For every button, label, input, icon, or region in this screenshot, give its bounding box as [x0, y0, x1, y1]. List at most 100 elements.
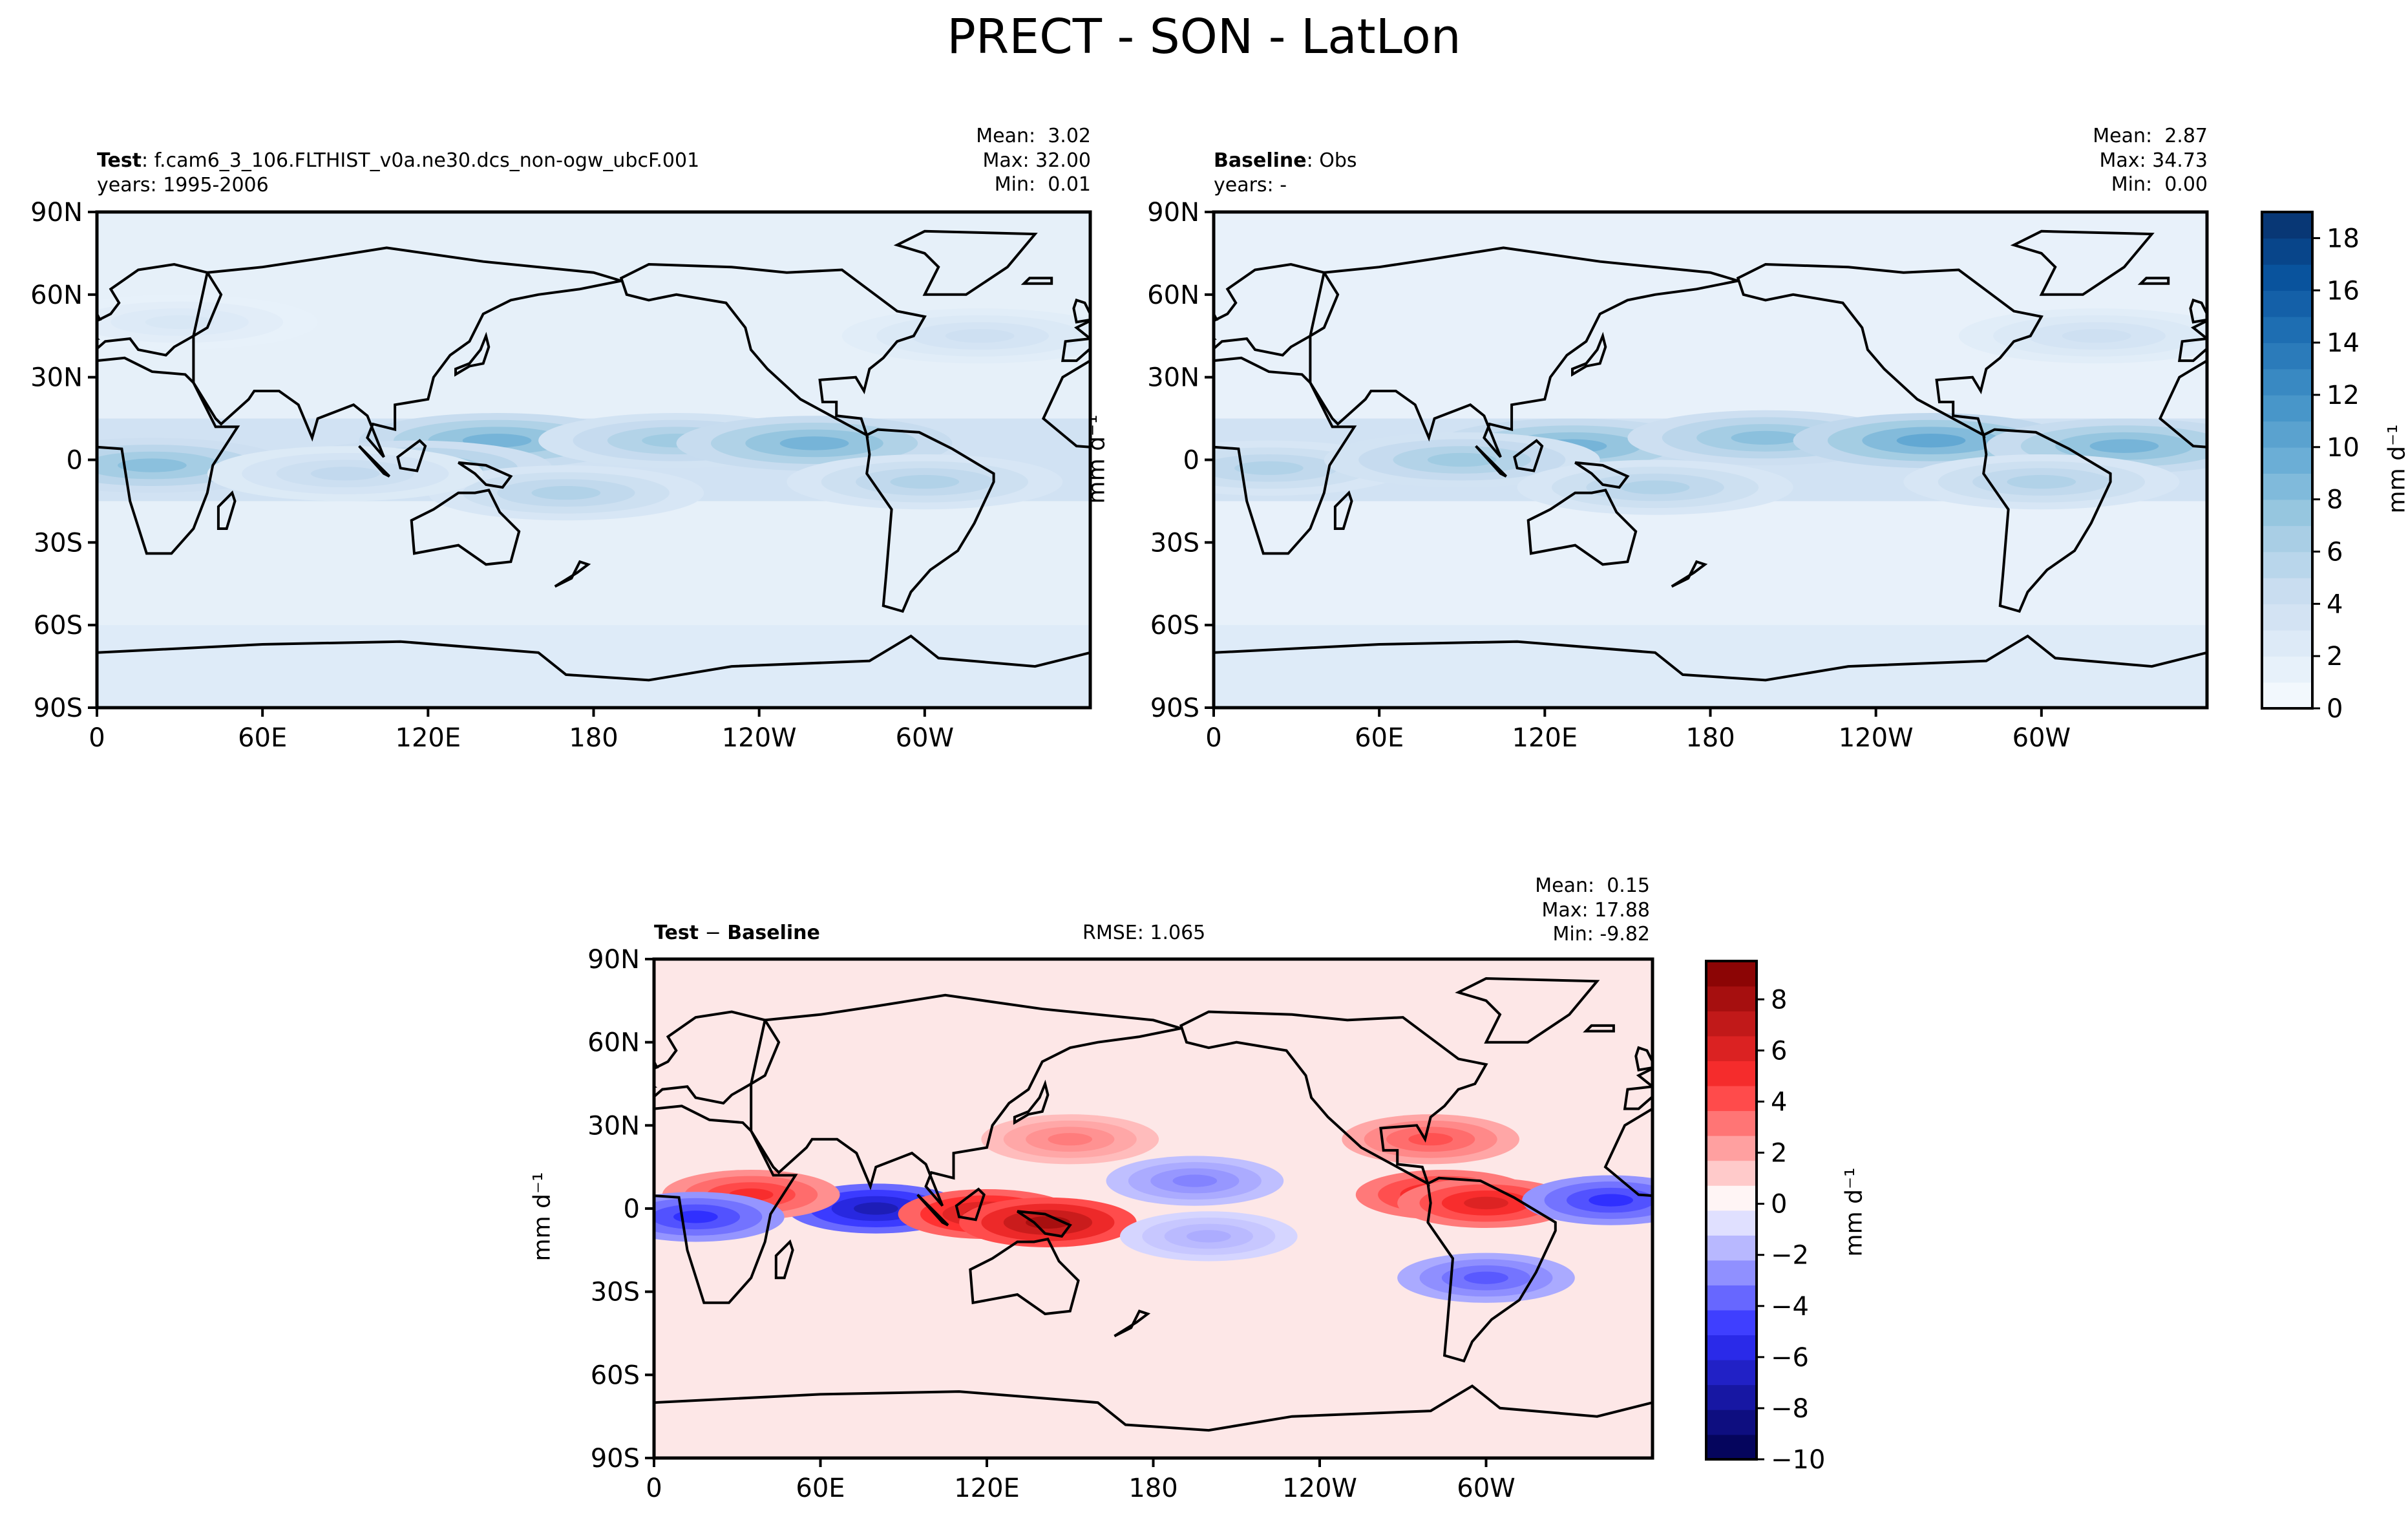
- levels-colorbar-tick-label-6: 12: [2327, 381, 2360, 410]
- levels-colorbar-tick-label-1: 2: [2327, 642, 2343, 671]
- test-coast-greatbritain-b: [97, 311, 102, 321]
- baseline-label-case: : Obs: [1306, 149, 1357, 172]
- baseline-coast-asia: [1309, 246, 1738, 458]
- diff-coast-asia: [750, 993, 1181, 1207]
- baseline-coast-nz: [1671, 560, 1708, 588]
- test-xtick-label-1: 60E: [238, 723, 287, 753]
- baseline-coast-iceland-a: [2137, 277, 2170, 285]
- diff-coast-iceland-a: [1583, 1024, 1615, 1033]
- baseline-ytick-label-6: 90S: [1150, 693, 1199, 723]
- test-coast-iceland-a: [1020, 277, 1053, 285]
- baseline-feature-4-3: [1234, 461, 1304, 475]
- levels-colorbar-level-5: [2262, 551, 2312, 578]
- test-xtick-label-5: 60W: [896, 723, 954, 753]
- baseline-feature-5-3: [1427, 452, 1497, 467]
- test-band-0: [97, 625, 1090, 708]
- baseline-xtick-label-2: 120E: [1512, 723, 1578, 753]
- test-min: Min: 0.01: [994, 173, 1091, 196]
- diff-colorbar-tick-label-8: 6: [1771, 1036, 1787, 1066]
- baseline-feature-3-3: [2089, 439, 2159, 453]
- diff-coast-japan: [1013, 1079, 1050, 1125]
- baseline-max: Max: 34.73: [2099, 149, 2208, 172]
- diff-field: [654, 959, 1653, 1458]
- test-ytick-label-6: 90S: [34, 693, 83, 723]
- baseline-field: [1214, 212, 2207, 708]
- test-coast-sumatra: [358, 445, 391, 478]
- baseline-coast-sumatra: [1475, 445, 1508, 478]
- diff-ytick-label-3: 0: [624, 1194, 640, 1224]
- baseline-feature-7-3: [2007, 474, 2076, 489]
- baseline-coast-africa-b: [1214, 356, 1357, 555]
- test-years: years: 1995-2006: [97, 174, 269, 196]
- test-xtick-label-3: 180: [569, 723, 618, 753]
- baseline-coast-namerica: [1736, 262, 2044, 438]
- test-feature-7-3: [890, 474, 960, 489]
- baseline-xtick-label-1: 60E: [1355, 723, 1404, 753]
- baseline-panel-label: Baseline: Obs: [1214, 149, 1357, 173]
- test-ytick-label-0: 90N: [30, 198, 83, 227]
- diff-xtick-label-3: 180: [1128, 1474, 1178, 1503]
- test-xtick-label-4: 120W: [722, 723, 797, 753]
- levels-colorbar-level-17: [2262, 238, 2312, 265]
- diff-colorbar-level-8: [1706, 1235, 1757, 1261]
- diff-coast-greenland: [1455, 977, 1600, 1044]
- diff-colorbar-level-4: [1706, 1335, 1757, 1360]
- levels-colorbar-tick-label-4: 8: [2327, 485, 2343, 515]
- diff-feature-6-3: [1464, 1196, 1508, 1210]
- diff-panel-label: Test − Baseline: [654, 921, 820, 946]
- levels-colorbar-level-12: [2262, 368, 2312, 396]
- levels-colorbar-tick-label-2: 4: [2327, 589, 2343, 619]
- diff-coast-sumatra: [916, 1194, 949, 1227]
- test-ytick-label-3: 0: [67, 446, 83, 476]
- diff-coast-borneo: [955, 1187, 986, 1221]
- diff-colorbar-tick-label-4: −2: [1771, 1241, 1809, 1271]
- diff-colorbar-tick-label-0: −10: [1771, 1445, 1825, 1475]
- levels-colorbar-level-10: [2262, 421, 2312, 448]
- test-ytick-label-5: 60S: [34, 611, 83, 640]
- levels-colorbar-level-8: [2262, 473, 2312, 500]
- diff-colorbar-tick-label-1: −8: [1771, 1394, 1809, 1424]
- diff-colorbar-tick-label-2: −6: [1771, 1343, 1809, 1373]
- test-coast-europe-b: [97, 262, 223, 357]
- test-coast-antarctica: [97, 634, 1090, 708]
- baseline-feature-1-3: [1731, 430, 1801, 445]
- diff-colorbar-level-19: [1706, 961, 1757, 987]
- baseline-coast-borneo: [1513, 439, 1544, 472]
- diff-ytick-label-6: 90S: [591, 1444, 640, 1474]
- test-max: Max: 32.00: [982, 149, 1091, 172]
- levels-colorbar-level-2: [2262, 629, 2312, 657]
- diff-colorbar-level-12: [1706, 1135, 1757, 1161]
- baseline-ytick-label-1: 60N: [1147, 280, 1199, 310]
- diff-colorbar-level-13: [1706, 1110, 1757, 1136]
- diff-stats: Mean: 0.15 Max: 17.88 Min: -9.82: [1535, 874, 1650, 947]
- test-stats: Mean: 3.02 Max: 32.00 Min: 0.01: [976, 124, 1091, 197]
- test-coast-namerica: [619, 262, 927, 438]
- test-coast-greenland: [893, 229, 1038, 296]
- diff-feature-0-3: [854, 1202, 898, 1215]
- diff-colorbar-level-3: [1706, 1359, 1757, 1386]
- baseline-coast-newguinea: [1574, 461, 1630, 489]
- diff-xtick-label-2: 120E: [954, 1474, 1020, 1503]
- diff-ytick-label-1: 60N: [587, 1028, 640, 1058]
- test-field: [97, 212, 1090, 708]
- baseline-min: Min: 0.00: [2111, 173, 2208, 196]
- baseline-stats: Mean: 2.87 Max: 34.73 Min: 0.00: [2093, 124, 2208, 197]
- test-coast-europe-a: [1061, 319, 1090, 363]
- diff-colorbar-level-9: [1706, 1210, 1757, 1236]
- diff-feature-11-3: [1187, 1230, 1231, 1243]
- test-coast-samerica: [865, 428, 995, 613]
- levels-colorbar-level-0: [2262, 682, 2312, 709]
- levels-colorbar-tick-label-3: 6: [2327, 537, 2343, 567]
- diff-feature-12-3: [1408, 1133, 1453, 1146]
- baseline-ytick-label-4: 30S: [1150, 528, 1199, 558]
- test-coast-japan: [454, 332, 491, 377]
- baseline-coast-europe-b: [1214, 262, 1340, 357]
- diff-colorbar-level-16: [1706, 1035, 1757, 1061]
- diff-rmse: RMSE: 1.065: [1083, 922, 1206, 944]
- diff-min: Min: -9.82: [1552, 923, 1651, 946]
- diff-colorbar-level-14: [1706, 1085, 1757, 1112]
- diff-colorbar-level-18: [1706, 986, 1757, 1011]
- baseline-ytick-label-5: 60S: [1150, 611, 1199, 640]
- diff-colorbar-level-2: [1706, 1384, 1757, 1410]
